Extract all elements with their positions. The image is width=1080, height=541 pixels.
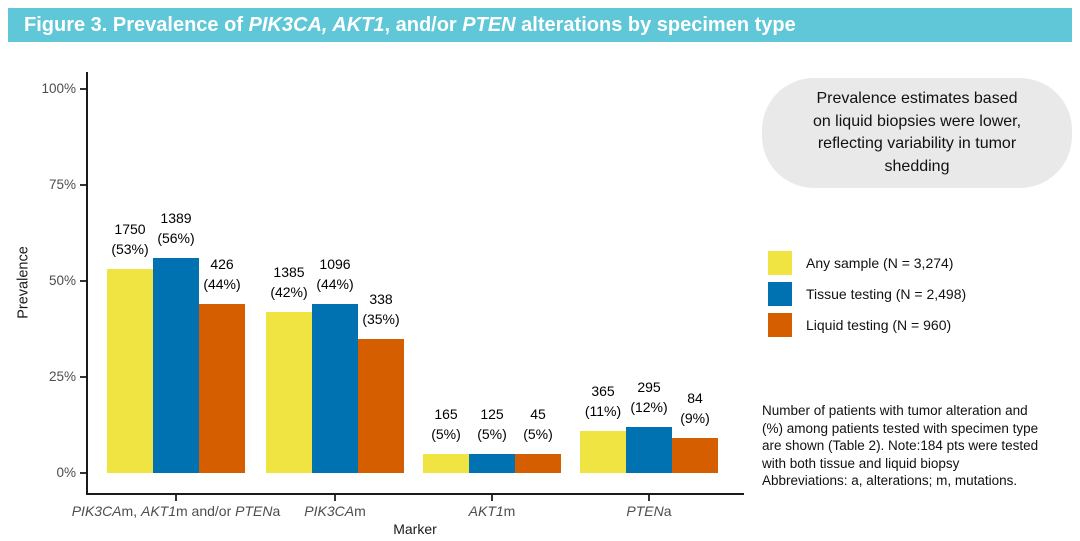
bar-value-label: 338 (35%): [362, 291, 400, 327]
bar-value-label: 45 (5%): [523, 406, 553, 442]
bar-series1-cat1: [107, 269, 153, 473]
y-tick-label: 75%: [48, 177, 76, 192]
legend-label: Liquid testing (N = 960): [806, 317, 952, 333]
footnote-line: Abbreviations: a, alterations; m, mutati…: [762, 473, 1018, 488]
callout-line: shedding: [884, 157, 950, 175]
bar-value-label: 1385 (42%): [270, 264, 308, 300]
bar-series2-cat4: [626, 427, 672, 473]
x-axis-line: [86, 493, 744, 495]
y-axis-tick: [80, 280, 86, 282]
bar-series1-cat3: [423, 454, 469, 473]
legend-label: Tissue testing (N = 2,498): [806, 286, 967, 302]
y-tick-label: 50%: [48, 273, 76, 288]
footnote-line: are shown (Table 2). Note:184 pts were t…: [762, 438, 1039, 453]
bar-value-label: 1096 (44%): [316, 256, 354, 292]
x-tick-label-1: PIK3CAm, AKT1m and/or PTENa: [71, 503, 281, 519]
y-tick-label: 100%: [41, 81, 76, 96]
bar-series3-cat1: [199, 304, 245, 473]
y-tick-label: 0%: [56, 465, 76, 480]
bar-series1-cat4: [580, 431, 626, 473]
bar-series2-cat1: [153, 258, 199, 473]
footnote-line: with both tissue and liquid biopsy: [762, 455, 960, 471]
bar-series3-cat2: [358, 339, 404, 473]
x-axis-tick: [175, 495, 177, 501]
legend: Any sample (N = 3,274) Tissue testing (N…: [768, 251, 966, 344]
bar-value-label: 1750 (53%): [111, 221, 149, 257]
bar-value-label: 84 (9%): [680, 390, 710, 426]
x-axis-title: Marker: [393, 521, 437, 537]
bar-series3-cat3: [515, 454, 561, 473]
bar-series1-cat2: [266, 312, 312, 473]
y-axis-line: [86, 72, 88, 495]
x-tick-label-2: PIK3CAm: [304, 503, 366, 519]
bar-value-label: 295 (12%): [630, 379, 668, 415]
bar-series2-cat3: [469, 454, 515, 473]
bar-value-label: 125 (5%): [477, 406, 507, 442]
y-axis-tick: [80, 472, 86, 474]
x-tick-label-4: PTENa: [626, 503, 672, 519]
bar-series2-cat2: [312, 304, 358, 473]
y-tick-label: 25%: [48, 369, 76, 384]
y-axis-tick: [80, 184, 86, 186]
legend-item-tissue-testing: Tissue testing (N = 2,498): [768, 282, 966, 306]
callout-line: Prevalence estimates based: [816, 90, 1018, 107]
legend-swatch-orange: [768, 313, 792, 337]
figure-title: Figure 3. Prevalence of PIK3CA, AKT1, an…: [24, 14, 796, 36]
bar-series3-cat4: [672, 438, 718, 473]
x-axis-tick: [334, 495, 336, 501]
legend-label: Any sample (N = 3,274): [806, 255, 954, 271]
callout-line: on liquid biopsies were lower,: [812, 112, 1022, 130]
legend-swatch-yellow: [768, 251, 792, 275]
figure-title-bar: Figure 3. Prevalence of PIK3CA, AKT1, an…: [8, 8, 1072, 42]
callout-bubble: Prevalence estimates based on liquid bio…: [762, 78, 1072, 188]
legend-item-any-sample: Any sample (N = 3,274): [768, 251, 966, 275]
bar-value-label: 426 (44%): [203, 256, 241, 292]
x-axis-tick: [648, 495, 650, 501]
legend-swatch-blue: [768, 282, 792, 306]
bar-value-label: 1389 (56%): [157, 210, 195, 246]
bar-value-label: 365 (11%): [584, 383, 622, 419]
footnote-line: (%) among patients tested with specimen …: [762, 420, 1039, 436]
x-tick-label-3: AKT1m: [468, 503, 516, 519]
y-axis-tick: [80, 376, 86, 378]
legend-item-liquid-testing: Liquid testing (N = 960): [768, 313, 966, 337]
footnotes: Number of patients with tumor alteration…: [762, 402, 1080, 490]
y-axis-tick: [80, 88, 86, 90]
callout-line: reflecting variability in tumor: [817, 135, 1017, 152]
bar-value-label: 165 (5%): [431, 406, 461, 442]
x-axis-tick: [491, 495, 493, 501]
footnote-line: Number of patients with tumor alteration…: [762, 403, 1028, 418]
